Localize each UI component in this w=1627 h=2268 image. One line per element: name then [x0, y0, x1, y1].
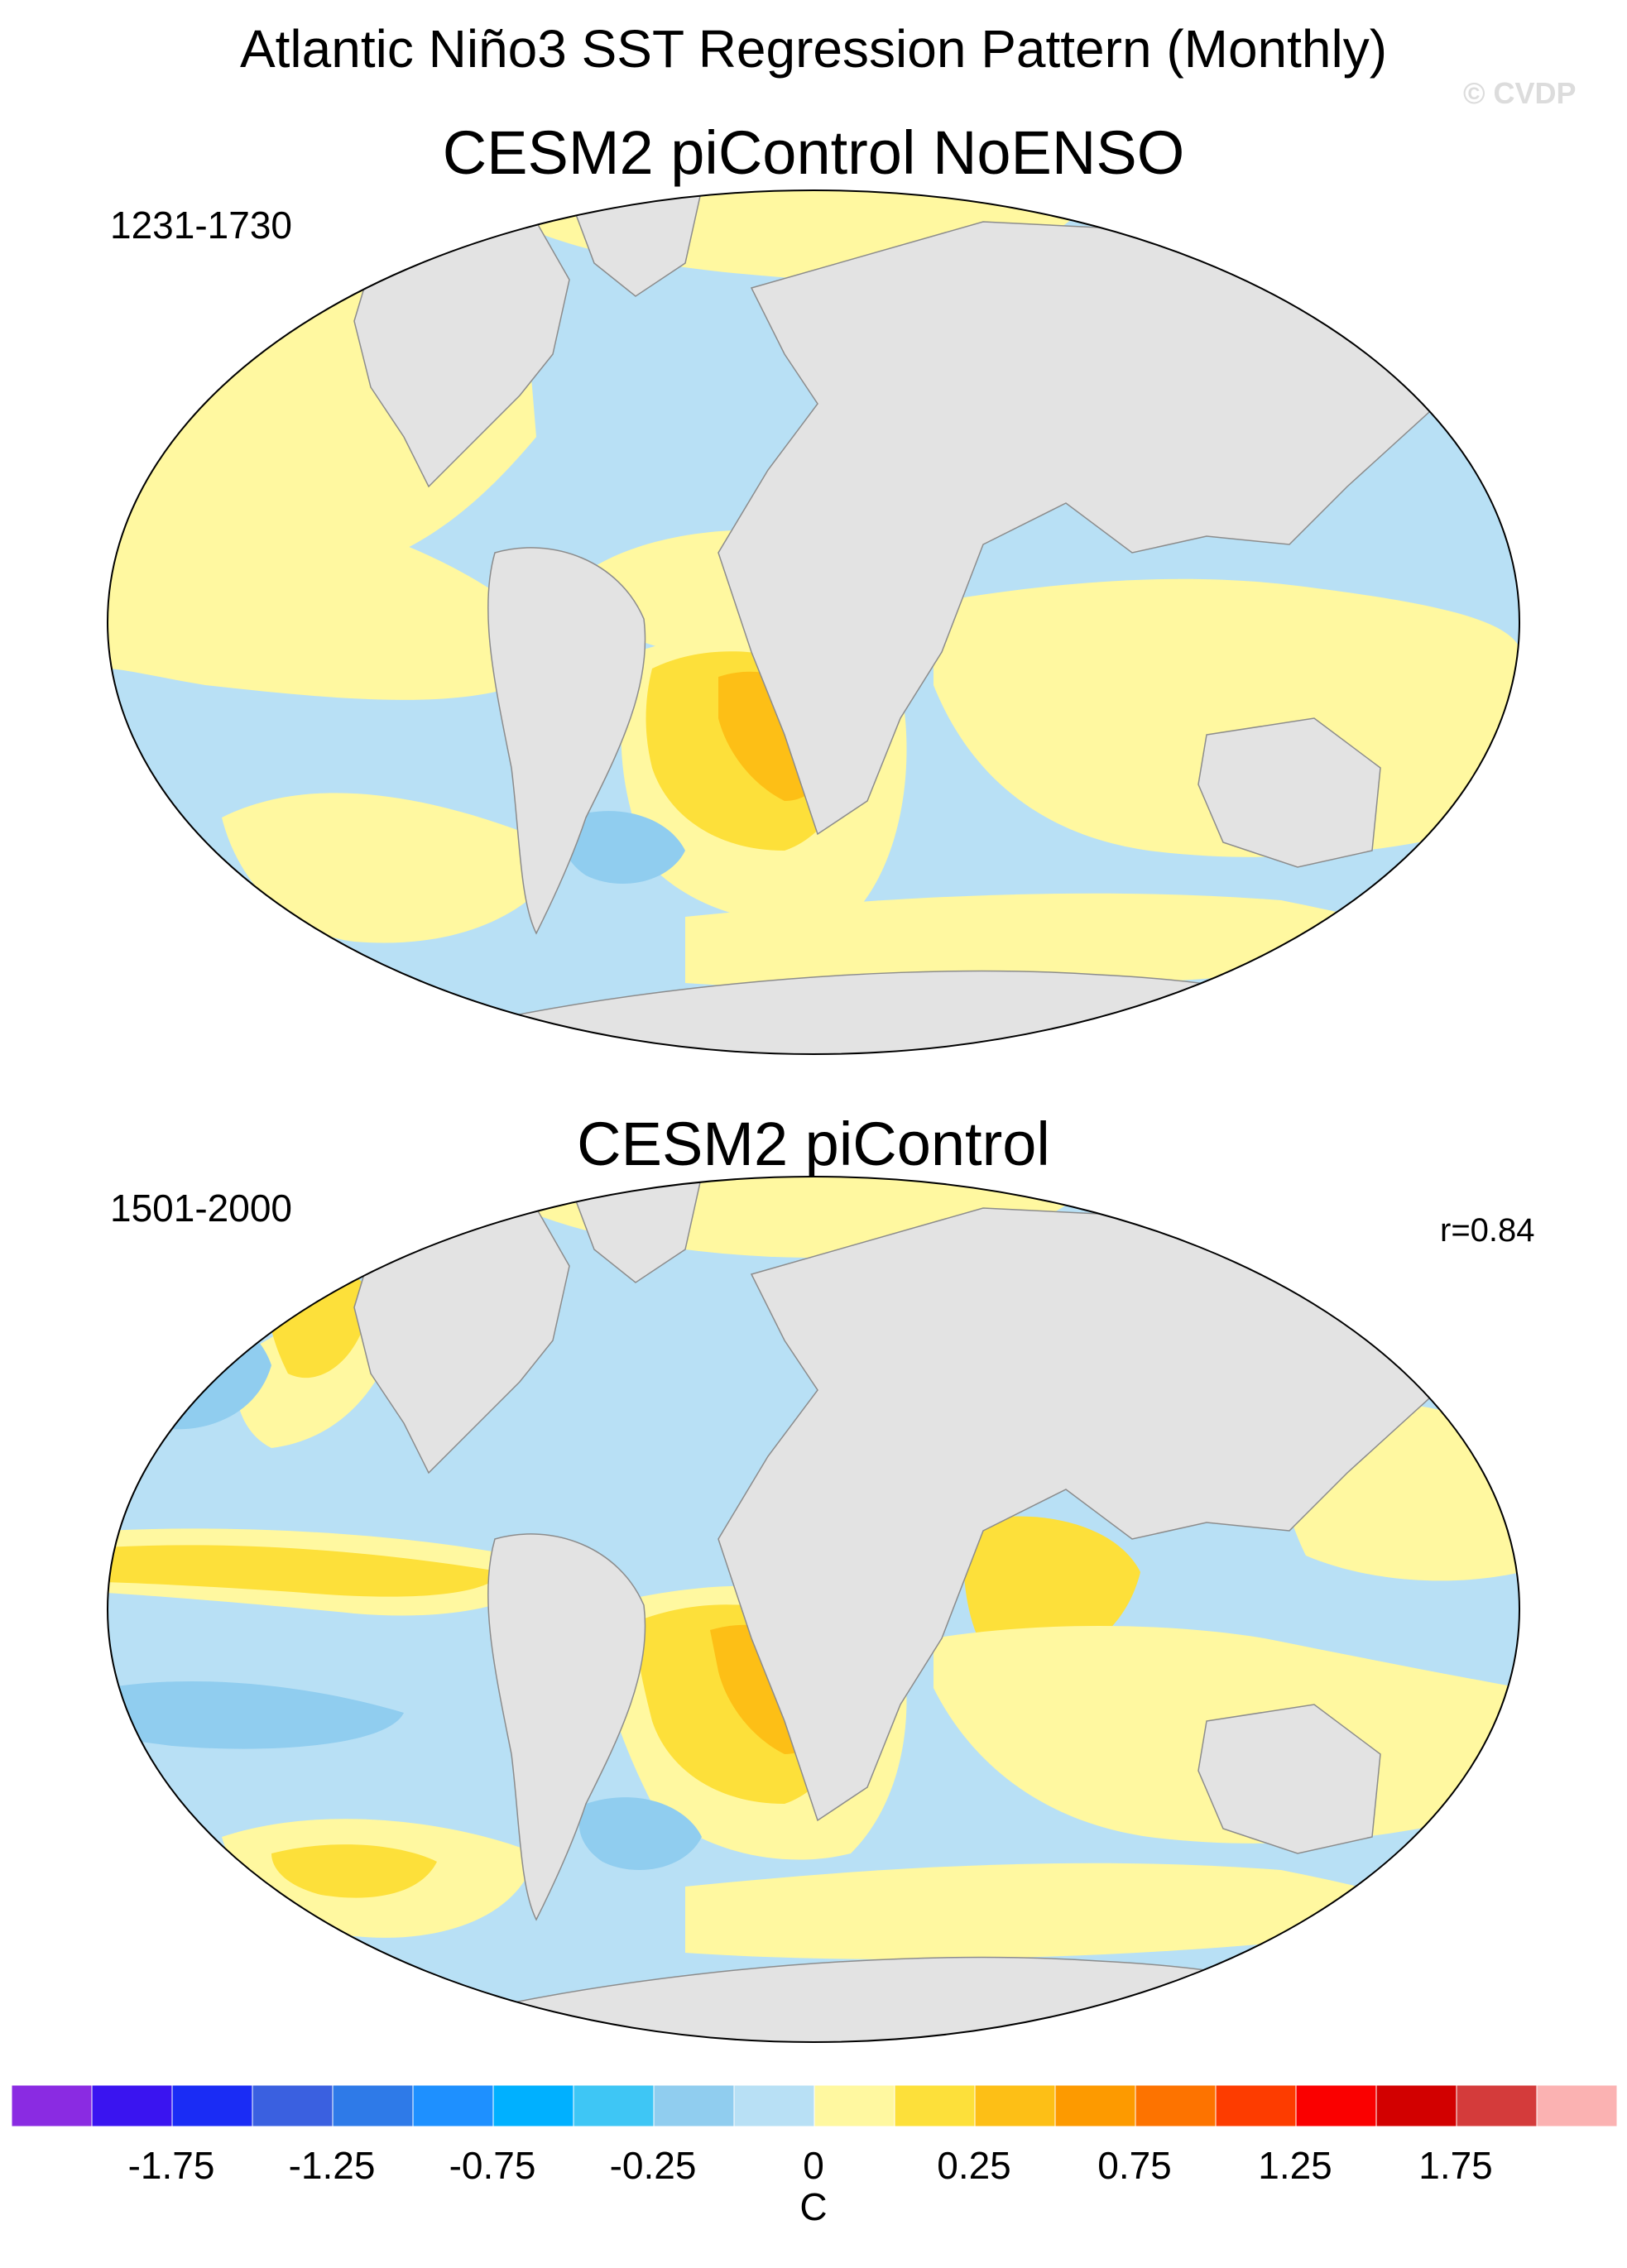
colorbar-unit-label: C	[799, 2185, 828, 2228]
tropical-pacific-positive	[108, 500, 569, 700]
cvdp-watermark: © CVDP	[1463, 76, 1577, 110]
panel1-period-label: 1231-1730	[110, 204, 292, 247]
map-frame	[107, 1176, 1520, 2043]
colorbar-swatch	[412, 2085, 494, 2127]
colorbar-swatch	[1295, 2085, 1377, 2127]
greenland-land	[568, 1177, 703, 1283]
south-america-land	[487, 1533, 646, 1921]
australia-land	[1197, 717, 1381, 868]
colorbar-swatch	[1054, 2085, 1136, 2127]
colorbar-swatch	[171, 2085, 253, 2127]
colorbar	[12, 2085, 1617, 2127]
south-pacific-positive	[222, 793, 569, 943]
colorbar-swatch	[974, 2085, 1056, 2127]
colorbar-swatch	[733, 2085, 815, 2127]
colorbar-swatch	[1135, 2085, 1217, 2127]
colorbar-tick-label: -1.25	[288, 2144, 376, 2187]
colorbar-tick-label: -1.75	[127, 2144, 215, 2187]
panel2-title: CESM2 piControl	[577, 1110, 1050, 1178]
colorbar-tick-label: -0.25	[609, 2144, 697, 2187]
colorbar-swatch	[332, 2085, 414, 2127]
colorbar-swatch	[492, 2085, 574, 2127]
tropical-pacific-yellow	[108, 1545, 503, 1597]
figure-title: Atlantic Niño3 SST Regression Pattern (M…	[239, 19, 1388, 79]
south-atlantic-negative	[562, 811, 685, 884]
colorbar-swatch	[814, 2085, 895, 2127]
colorbar-tick-label: 1.75	[1418, 2144, 1493, 2187]
colorbar-tick-label: 0.25	[937, 2144, 1011, 2187]
colorbar-swatch	[1536, 2085, 1617, 2127]
colorbar-tick-label: 0	[803, 2144, 824, 2187]
colorbar-tick-label: 0.75	[1097, 2144, 1172, 2187]
greenland-land	[568, 190, 703, 297]
south-atlantic-negative	[578, 1797, 702, 1870]
colorbar-swatch	[1456, 2085, 1538, 2127]
south-pacific-yellow	[271, 1844, 437, 1898]
colorbar-swatch	[252, 2085, 334, 2127]
map-frame	[107, 189, 1520, 1055]
panel2-correlation-label: r=0.84	[1440, 1212, 1535, 1249]
panel2-period-label: 1501-2000	[110, 1187, 292, 1230]
colorbar-tick-label: 1.25	[1258, 2144, 1332, 2187]
panel2-map	[107, 1176, 1520, 2043]
south-america-land	[487, 547, 646, 935]
panel1-title: CESM2 piControl NoENSO	[442, 118, 1185, 187]
colorbar-swatch	[91, 2085, 173, 2127]
colorbar-swatch	[1375, 2085, 1457, 2127]
colorbar-swatch	[653, 2085, 735, 2127]
colorbar-tick-label: -0.75	[449, 2144, 536, 2187]
colorbar-swatch	[573, 2085, 655, 2127]
north-america-land	[353, 1207, 570, 1474]
colorbar-swatch	[894, 2085, 976, 2127]
colorbar-swatch	[1215, 2085, 1297, 2127]
colorbar-swatch	[12, 2085, 93, 2127]
south-pacific-negative	[108, 1681, 404, 1749]
australia-land	[1197, 1704, 1381, 1854]
southern-ocean-positive	[685, 1863, 1471, 1959]
north-america-land	[353, 221, 570, 488]
panel1-map	[107, 189, 1520, 1055]
